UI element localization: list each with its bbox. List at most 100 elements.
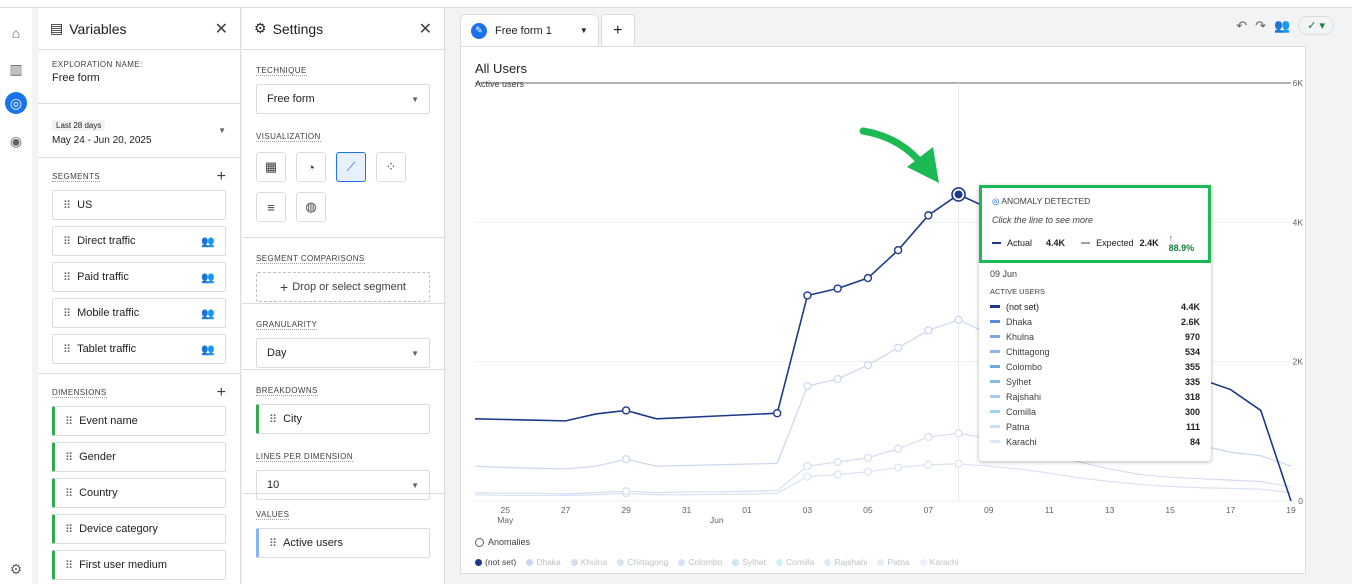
top-bar [0, 0, 1352, 8]
data-point [924, 432, 933, 442]
dimension-device-category[interactable]: ⠿ Device category [52, 514, 226, 544]
tooltip-row-value: 300 [1184, 406, 1200, 417]
dimension-label: Device category [79, 523, 158, 535]
segments-label: SEGMENTS [52, 172, 101, 182]
legend-item[interactable]: Rajshahi [824, 557, 867, 567]
drag-handle-icon[interactable]: ⠿ [65, 559, 73, 572]
data-point [863, 453, 872, 462]
legend-item[interactable]: Chittagong [617, 557, 668, 567]
legend-item[interactable]: Khulna [570, 557, 607, 567]
dimension-event-name[interactable]: ⠿ Event name [52, 406, 226, 436]
data-point [894, 444, 903, 453]
dimension-first-user-medium[interactable]: ⠿ First user medium [52, 550, 226, 580]
series-swatch [990, 380, 1000, 383]
close-icon[interactable]: ✕ [418, 20, 432, 38]
add-segment-icon[interactable]: + [216, 168, 226, 185]
data-point [863, 273, 873, 283]
legend-item[interactable]: Colombo [678, 557, 722, 567]
drop-segment-label: Drop or select segment [292, 281, 406, 293]
drag-handle-icon[interactable]: ⠿ [269, 537, 277, 550]
drag-handle-icon[interactable]: ⠿ [63, 199, 71, 212]
lines-per-dimension-select[interactable]: 10 ▼ [256, 470, 430, 500]
series-swatch [990, 410, 1000, 413]
anomalies-legend[interactable]: Anomalies [475, 537, 530, 547]
legend-item[interactable]: Patna [877, 557, 910, 567]
settings-title: Settings [272, 20, 324, 37]
share-users-icon[interactable]: 👥 [1274, 17, 1291, 33]
close-icon[interactable]: ✕ [214, 20, 228, 38]
table-icon[interactable]: ▦ [256, 152, 286, 182]
data-point [622, 455, 631, 464]
drag-handle-icon[interactable]: ⠿ [63, 343, 71, 356]
date-badge: Last 28 days [52, 120, 106, 131]
segment-mobile[interactable]: ⠿ Mobile traffic 👥 [52, 298, 226, 328]
scatter-icon[interactable]: ⁘ [376, 152, 406, 182]
date-range-selector[interactable]: Last 28 days May 24 - Jun 20, 2025 ▼ [38, 104, 240, 158]
reports-icon[interactable]: ▥ [9, 60, 23, 77]
drag-handle-icon[interactable]: ⠿ [269, 413, 277, 426]
tooltip-row: Khulna 970 [990, 329, 1200, 344]
legend-item[interactable]: Karachi [919, 557, 958, 567]
settings-icon[interactable]: ⚙ [9, 560, 23, 577]
legend-item[interactable]: Sylhet [732, 557, 766, 567]
segment-tablet[interactable]: ⠿ Tablet traffic 👥 [52, 334, 226, 364]
exploration-name[interactable]: Free form [52, 72, 100, 84]
chevron-down-icon[interactable]: ▼ [579, 26, 588, 35]
drag-handle-icon[interactable]: ⠿ [65, 415, 73, 428]
segment-label: Paid traffic [77, 271, 129, 283]
drag-handle-icon[interactable]: ⠿ [65, 523, 73, 536]
value-active-users[interactable]: ⠿ Active users [256, 528, 430, 558]
explore-icon[interactable]: ◎ [5, 92, 27, 114]
data-point [893, 245, 903, 255]
drag-handle-icon[interactable]: ⠿ [65, 487, 73, 500]
breakdown-city[interactable]: ⠿ City [256, 404, 430, 434]
drop-segment-target[interactable]: + Drop or select segment [256, 272, 430, 302]
segment-label: Tablet traffic [77, 343, 137, 355]
drag-handle-icon[interactable]: ⠿ [65, 451, 73, 464]
status-check-button[interactable]: ✓ ▾ [1298, 16, 1334, 35]
series-swatch [990, 365, 1000, 368]
home-icon[interactable]: ⌂ [11, 25, 21, 41]
bar-chart-icon[interactable]: ≡ [256, 192, 286, 222]
tooltip-row-label: Colombo [1006, 361, 1043, 372]
series-swatch [990, 425, 1000, 428]
segment-label: Mobile traffic [77, 307, 140, 319]
lines-value: 10 [267, 479, 280, 491]
globe-icon[interactable]: ◍ [296, 192, 326, 222]
advertising-icon[interactable]: ◉ [9, 132, 23, 149]
dimension-country[interactable]: ⠿ Country [52, 478, 226, 508]
legend-item[interactable]: Comilla [776, 557, 814, 567]
legend-item[interactable]: (not set) [475, 557, 516, 567]
legend-label: (not set) [485, 557, 517, 567]
drag-handle-icon[interactable]: ⠿ [63, 235, 71, 248]
line-chart-icon[interactable]: ⟋ [336, 152, 366, 182]
add-tab-button[interactable]: + [600, 14, 635, 46]
segment-direct[interactable]: ⠿ Direct traffic 👥 [52, 226, 226, 256]
legend-item[interactable]: Dhaka [526, 557, 561, 567]
x-tick-label: 27 [561, 505, 571, 515]
plus-icon: + [613, 21, 623, 39]
undo-icon[interactable]: ↶ [1236, 17, 1248, 33]
segment-paid[interactable]: ⠿ Paid traffic 👥 [52, 262, 226, 292]
legend-label: Chittagong [627, 557, 669, 567]
drag-handle-icon[interactable]: ⠿ [63, 307, 71, 320]
anomaly-hint: Click the line to see more [992, 215, 1094, 225]
date-range: May 24 - Jun 20, 2025 [52, 135, 152, 146]
chart-subtitle: Active users [475, 79, 525, 89]
breakdown-label: City [283, 413, 303, 425]
dimension-gender[interactable]: ⠿ Gender [52, 442, 226, 472]
drag-handle-icon[interactable]: ⠿ [63, 271, 71, 284]
add-dimension-icon[interactable]: + [216, 384, 226, 401]
tab-free-form-1[interactable]: ✎ Free form 1 ▼ [460, 14, 599, 46]
x-tick-label: 25 [500, 505, 510, 515]
tooltip-row: Karachi 84 [990, 434, 1200, 449]
granularity-select[interactable]: Day ▼ [256, 338, 430, 368]
redo-icon[interactable]: ↷ [1255, 17, 1267, 33]
tooltip-row: Comilla 300 [990, 404, 1200, 419]
donut-chart-icon[interactable]: ◔ [296, 152, 326, 182]
tooltip-row-label: Karachi [1006, 436, 1037, 447]
technique-select[interactable]: Free form ▼ [256, 84, 430, 114]
data-point [924, 460, 933, 469]
x-tick-label: 03 [803, 505, 813, 515]
segment-us[interactable]: ⠿ US [52, 190, 226, 220]
